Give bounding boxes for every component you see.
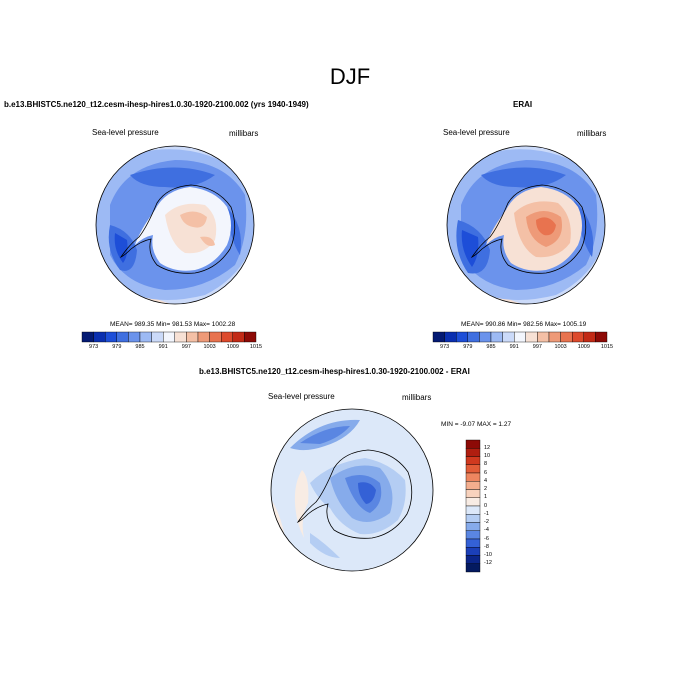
- panel3-variable-label: Sea-level pressure: [268, 392, 335, 401]
- colorbar-tick-label: 991: [509, 344, 519, 350]
- colorbar-tick-label: 12: [484, 444, 491, 451]
- colorbar-tick-label: 2: [484, 486, 488, 492]
- panel1-variable-label: Sea-level pressure: [92, 128, 159, 137]
- colorbar-swatch: [595, 331, 608, 343]
- colorbar-tick-label: 0: [484, 502, 488, 509]
- colorbar-swatch: [128, 331, 141, 343]
- colorbar-swatch: [465, 538, 481, 548]
- colorbar-swatch: [465, 489, 481, 498]
- colorbar-swatch: [151, 331, 164, 343]
- colorbar-swatch: [583, 331, 596, 343]
- panel2-title: ERAI: [513, 100, 533, 109]
- panel1-stats: MEAN= 989.35 Min= 981.53 Max= 1002.28: [110, 321, 236, 328]
- colorbar-swatch: [465, 555, 481, 564]
- colorbar-swatch: [186, 331, 199, 343]
- panel3-map: [270, 408, 434, 572]
- colorbar-swatch: [116, 331, 129, 343]
- colorbar-tick-label: -6: [484, 535, 489, 542]
- colorbar-swatch: [139, 331, 152, 343]
- colorbar-tick-label: 1003: [203, 344, 216, 350]
- colorbar-swatch: [197, 331, 210, 343]
- colorbar-swatch: [502, 331, 515, 343]
- colorbar-tick-label: 8: [484, 461, 488, 468]
- colorbar-tick-label: 1009: [577, 344, 590, 350]
- colorbar-tick-label: 10: [484, 453, 491, 459]
- colorbar-swatch: [465, 514, 481, 523]
- colorbar-swatch: [456, 331, 469, 343]
- colorbar-swatch: [465, 497, 481, 507]
- colorbar-tick-label: 997: [532, 344, 542, 350]
- colorbar-tick-label: 1015: [600, 344, 614, 350]
- colorbar-tick-label: 997: [181, 344, 191, 350]
- colorbar-swatch: [465, 530, 481, 540]
- colorbar-swatch: [465, 505, 481, 515]
- colorbar-tick-label: 985: [135, 344, 145, 350]
- colorbar-tick-label: 979: [112, 344, 122, 350]
- colorbar-tick-label: 6: [484, 469, 488, 476]
- colorbar-swatch: [432, 331, 445, 343]
- colorbar-swatch: [220, 331, 233, 343]
- colorbar-swatch: [513, 331, 526, 343]
- colorbar-swatch: [93, 331, 106, 343]
- colorbar-swatch: [467, 331, 480, 343]
- colorbar-tick-label: -10: [484, 552, 492, 558]
- colorbar-swatch: [444, 331, 457, 343]
- colorbar-swatch: [465, 547, 481, 556]
- colorbar-swatch: [560, 331, 573, 343]
- panel3-title: b.e13.BHISTC5.ne120_t12.cesm-ihesp-hires…: [199, 367, 470, 376]
- panel1-map: [95, 145, 255, 305]
- colorbar-swatch: [571, 331, 584, 343]
- colorbar-swatch: [81, 331, 94, 343]
- colorbar-swatch: [537, 331, 550, 343]
- colorbar-tick-label: 979: [463, 344, 473, 350]
- colorbar-tick-label: 1009: [226, 344, 239, 350]
- colorbar-swatch: [105, 331, 118, 343]
- colorbar-swatch: [479, 331, 492, 343]
- colorbar-swatch: [232, 331, 245, 343]
- panel1-colorbar: 973 979 985 991 997 1003 1009 1015: [81, 331, 262, 352]
- colorbar-tick-label: 973: [89, 344, 99, 350]
- panel3-stats: MIN = -9.07 MAX = 1.27: [441, 421, 512, 428]
- colorbar-tick-label: -2: [484, 519, 489, 525]
- colorbar-tick-label: 985: [486, 344, 496, 350]
- colorbar-swatch: [162, 331, 175, 343]
- colorbar-tick-label: -4: [484, 527, 489, 534]
- panel2-colorbar: 973 979 985 991 997 1003 1009 1015: [432, 331, 613, 352]
- panel2-units-label: millibars: [577, 129, 607, 138]
- colorbar-swatch: [465, 464, 481, 474]
- panel2-map: [446, 145, 606, 305]
- colorbar-swatch: [174, 331, 187, 343]
- figure-title: DJF: [329, 64, 371, 89]
- panel2-variable-label: Sea-level pressure: [443, 128, 510, 137]
- colorbar-swatch: [548, 331, 561, 343]
- colorbar-tick-label: -1: [484, 510, 489, 517]
- colorbar-tick-label: 1: [484, 494, 488, 501]
- colorbar-swatch: [465, 448, 481, 457]
- panel3-units-label: millibars: [402, 393, 432, 402]
- colorbar-tick-label: 991: [158, 344, 168, 350]
- colorbar-swatch: [465, 481, 481, 490]
- colorbar-tick-label: 1015: [249, 344, 263, 350]
- colorbar-swatch: [209, 331, 222, 343]
- panel3-colorbar: 12 10 8 6 4 2 1 0 -1 -2 -4 -6 -8 -10 -12: [465, 439, 506, 575]
- panel2-stats: MEAN= 990.86 Min= 982.56 Max= 1005.19: [461, 321, 587, 328]
- colorbar-tick-label: -8: [484, 543, 489, 550]
- colorbar-swatch: [465, 472, 481, 482]
- colorbar-swatch: [465, 439, 481, 449]
- colorbar-tick-label: 1003: [554, 344, 567, 350]
- panel1-title: b.e13.BHISTC5.ne120_t12.cesm-ihesp-hires…: [4, 100, 309, 109]
- colorbar-swatch: [525, 331, 538, 343]
- colorbar-swatch: [244, 331, 257, 343]
- colorbar-swatch: [490, 331, 503, 343]
- colorbar-tick-label: 4: [484, 477, 488, 484]
- colorbar-swatch: [465, 456, 481, 465]
- colorbar-swatch: [465, 563, 481, 573]
- panel1-units-label: millibars: [229, 129, 259, 138]
- colorbar-swatch: [465, 522, 481, 531]
- colorbar-tick-label: 973: [440, 344, 450, 350]
- colorbar-tick-label: -12: [484, 560, 492, 567]
